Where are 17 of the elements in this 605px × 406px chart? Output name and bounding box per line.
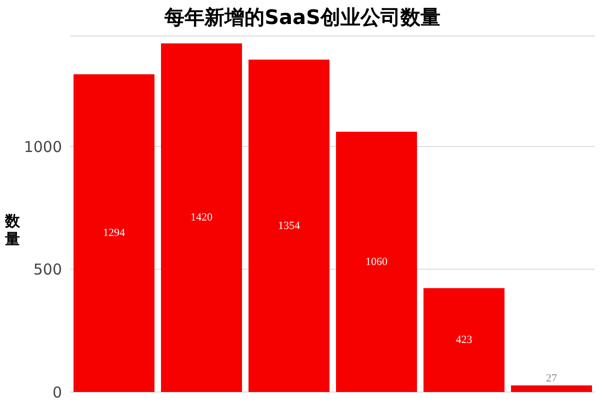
y-tick-label: 0 [52, 383, 62, 402]
bar [511, 385, 592, 392]
data-label: 1420 [190, 212, 213, 224]
bar [161, 43, 242, 392]
data-label: 1060 [366, 256, 388, 268]
y-tick-label: 500 [33, 260, 62, 279]
bar [248, 60, 330, 392]
data-label: 1354 [278, 220, 300, 232]
data-label: 27 [546, 372, 558, 384]
y-tick-label: 1000 [24, 138, 62, 156]
bar [424, 288, 504, 392]
data-label: 423 [456, 334, 473, 346]
data-label: 1294 [103, 227, 126, 240]
y-axis-title: 数量 [5, 212, 20, 248]
bar [74, 74, 154, 392]
bar [336, 132, 417, 392]
chart-title: 每年新增的SaaS创业公司数量 [164, 4, 442, 31]
